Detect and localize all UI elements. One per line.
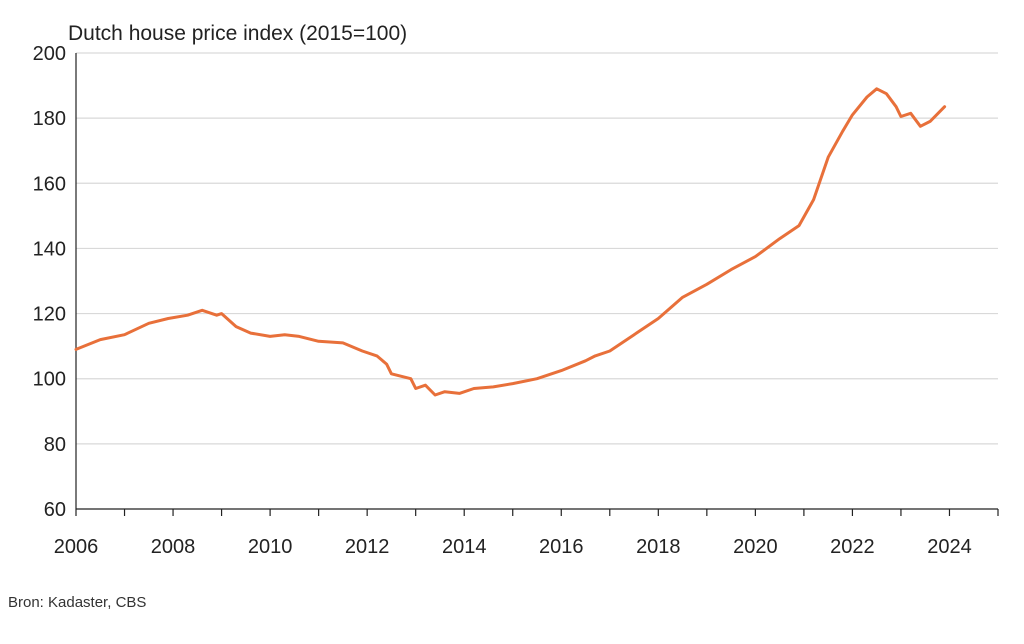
y-tick-label: 60	[44, 499, 66, 521]
y-tick-label: 180	[33, 108, 66, 130]
y-tick-label: 100	[33, 369, 66, 391]
x-tick-label: 2008	[151, 536, 196, 558]
x-tick-label: 2016	[539, 536, 584, 558]
x-tick-label: 2022	[830, 536, 875, 558]
y-tick-label: 120	[33, 304, 66, 326]
source-note: Bron: Kadaster, CBS	[8, 594, 147, 611]
y-tick-label: 140	[33, 238, 66, 260]
gridlines	[76, 52, 998, 445]
x-tick-label: 2014	[442, 536, 487, 558]
x-tick-label: 2020	[733, 536, 778, 558]
y-tick-label: 200	[33, 43, 66, 65]
y-tick-label: 80	[44, 434, 66, 456]
series-group	[74, 87, 947, 397]
x-tick-label: 2018	[636, 536, 681, 558]
y-tick-label: 160	[33, 173, 66, 195]
x-tick-label: 2024	[927, 536, 972, 558]
x-tick-label: 2012	[345, 536, 390, 558]
x-tick-label: 2006	[54, 536, 99, 558]
axes	[75, 53, 999, 516]
y-axis-ticks: 60 80 100 120 140 160 180 200	[33, 43, 66, 521]
x-axis-ticks: 2006 2008 2010 2012 2014 2016 2018 2020 2022 2024	[54, 536, 972, 558]
x-tick-label: 2010	[248, 536, 293, 558]
chart-title: Dutch house price index (2015=100)	[68, 22, 407, 45]
series-line	[74, 87, 947, 397]
